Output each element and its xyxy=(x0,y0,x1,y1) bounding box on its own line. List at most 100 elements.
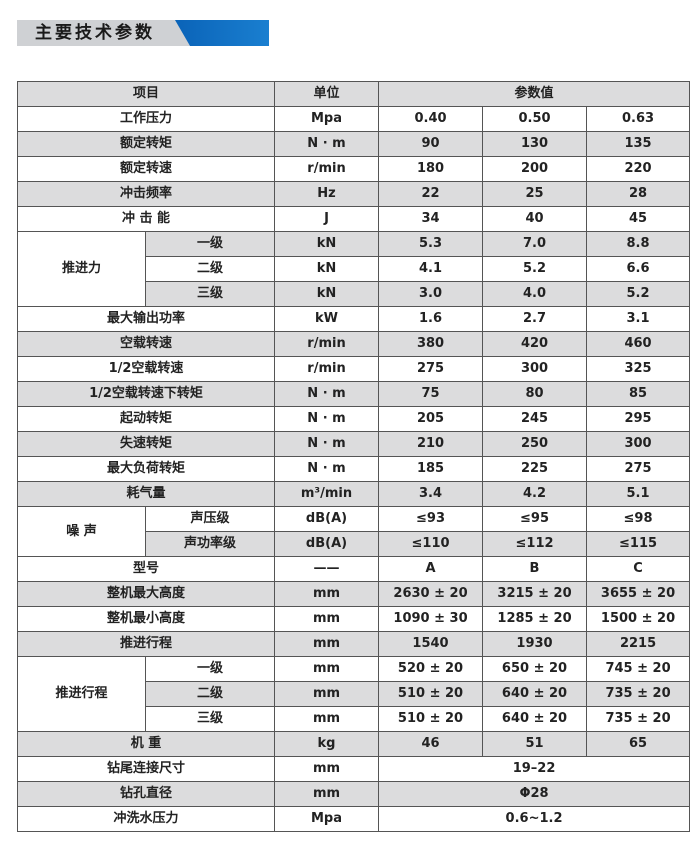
value-cell: 1285 ± 20 xyxy=(482,606,588,632)
value-cell: 210 xyxy=(378,431,484,457)
value-cell: C xyxy=(586,556,691,582)
param-label: 1/2空载转速 xyxy=(16,356,276,382)
value-cell: 295 xyxy=(586,406,691,432)
unit-cell: Hz xyxy=(274,181,380,207)
unit-cell: Mpa xyxy=(274,106,380,132)
table-row: 机 重 kg 46 51 65 xyxy=(16,731,691,757)
value-cell: 4.2 xyxy=(482,481,588,507)
param-label: 失速转矩 xyxy=(16,431,276,457)
table-row: 钻孔直径 mm Φ28 xyxy=(16,781,691,807)
table-header-row: 项目 单位 参数值 xyxy=(16,81,691,107)
table-row: 推进力 一级 kN 5.3 7.0 8.8 xyxy=(17,231,691,307)
sub-label: 一级 xyxy=(144,656,276,682)
unit-cell: N · m xyxy=(274,431,380,457)
value-cell: 4.1 xyxy=(378,256,484,282)
value-cell: 80 xyxy=(482,381,588,407)
value-cell: 1.6 xyxy=(378,306,484,332)
value-cell: 22 xyxy=(378,181,484,207)
value-cell: 5.2 xyxy=(586,281,691,307)
value-cell: 19–22 xyxy=(378,756,691,782)
value-cell: 275 xyxy=(378,356,484,382)
value-cell: 1540 xyxy=(378,631,484,657)
value-cell: 65 xyxy=(586,731,691,757)
param-label: 冲击频率 xyxy=(16,181,276,207)
value-cell: 745 ± 20 xyxy=(586,656,691,682)
value-cell: 28 xyxy=(586,181,691,207)
table-row: 冲 击 能 J 34 40 45 xyxy=(16,206,691,232)
param-label: 耗气量 xyxy=(16,481,276,507)
unit-cell: kW xyxy=(274,306,380,332)
table-row: 钻尾连接尺寸 mm 19–22 xyxy=(16,756,691,782)
value-cell: ≤98 xyxy=(586,506,691,532)
value-cell: 735 ± 20 xyxy=(586,681,691,707)
unit-cell: mm xyxy=(274,706,380,732)
section-title: 主要技术参数 xyxy=(35,23,155,43)
table-row: 整机最大高度 mm 2630 ± 20 3215 ± 20 3655 ± 20 xyxy=(16,581,691,607)
value-cell: ≤112 xyxy=(482,531,588,557)
unit-cell: r/min xyxy=(274,356,380,382)
sub-label: 声功率级 xyxy=(144,531,276,557)
unit-cell: mm xyxy=(274,581,380,607)
table-row: 空载转速 r/min 380 420 460 xyxy=(16,331,691,357)
unit-cell: kN xyxy=(274,256,380,282)
param-label: 型号 xyxy=(16,556,276,582)
unit-cell: Mpa xyxy=(274,806,380,832)
value-cell: ≤95 xyxy=(482,506,588,532)
table-row: 噪 声声压级 dB(A) ≤93 ≤95 ≤98 xyxy=(17,506,691,557)
table-row: 推进行程 mm 1540 1930 2215 xyxy=(16,631,691,657)
value-cell: 200 xyxy=(482,156,588,182)
value-cell: 640 ± 20 xyxy=(482,681,588,707)
table-row: 额定转速 r/min 180 200 220 xyxy=(16,156,691,182)
unit-cell: dB(A) xyxy=(274,506,380,532)
value-cell: 45 xyxy=(586,206,691,232)
value-cell: 6.6 xyxy=(586,256,691,282)
value-cell: 51 xyxy=(482,731,588,757)
table-row: 声功率级 dB(A) ≤110 ≤112 ≤115 xyxy=(18,531,691,557)
unit-cell: kN xyxy=(274,231,380,257)
unit-cell: N · m xyxy=(274,456,380,482)
value-cell: 300 xyxy=(586,431,691,457)
value-cell: 520 ± 20 xyxy=(378,656,484,682)
unit-cell: r/min xyxy=(274,156,380,182)
value-cell: 0.6~1.2 xyxy=(378,806,691,832)
value-cell: 205 xyxy=(378,406,484,432)
value-cell: 185 xyxy=(378,456,484,482)
unit-cell: mm xyxy=(274,606,380,632)
value-cell: A xyxy=(378,556,484,582)
value-cell: 220 xyxy=(586,156,691,182)
value-cell: 5.1 xyxy=(586,481,691,507)
value-cell: 135 xyxy=(586,131,691,157)
unit-cell: kN xyxy=(274,281,380,307)
value-cell: 34 xyxy=(378,206,484,232)
value-cell: 380 xyxy=(378,331,484,357)
unit-cell: dB(A) xyxy=(274,531,380,557)
value-cell: 75 xyxy=(378,381,484,407)
value-cell: 245 xyxy=(482,406,588,432)
value-cell: 3.1 xyxy=(586,306,691,332)
value-cell: 735 ± 20 xyxy=(586,706,691,732)
banner-blue-accent xyxy=(175,20,269,46)
param-label: 整机最大高度 xyxy=(16,581,276,607)
unit-cell: N · m xyxy=(274,131,380,157)
table-row: 二级 mm 510 ± 20 640 ± 20 735 ± 20 xyxy=(18,681,691,707)
unit-cell: —— xyxy=(274,556,380,582)
value-cell: B xyxy=(482,556,588,582)
unit-cell: m³/min xyxy=(274,481,380,507)
value-cell: 8.8 xyxy=(586,231,691,257)
value-cell: ≤110 xyxy=(378,531,484,557)
param-label: 最大负荷转矩 xyxy=(16,456,276,482)
unit-cell: mm xyxy=(274,631,380,657)
table-row: 工作压力 Mpa 0.40 0.50 0.63 xyxy=(16,106,691,132)
value-cell: 2.7 xyxy=(482,306,588,332)
table-row: 最大负荷转矩 N · m 185 225 275 xyxy=(16,456,691,482)
header-value: 参数值 xyxy=(378,81,691,107)
value-cell: 2215 xyxy=(586,631,691,657)
table-row: 二级 kN 4.1 5.2 6.6 xyxy=(18,256,691,282)
value-cell: 5.3 xyxy=(378,231,484,257)
header-unit: 单位 xyxy=(274,81,380,107)
sub-label: 三级 xyxy=(144,706,276,732)
unit-cell: kg xyxy=(274,731,380,757)
param-label: 推进行程 xyxy=(16,631,276,657)
value-cell: 3655 ± 20 xyxy=(586,581,691,607)
table-row: 冲洗水压力 Mpa 0.6~1.2 xyxy=(16,806,691,832)
